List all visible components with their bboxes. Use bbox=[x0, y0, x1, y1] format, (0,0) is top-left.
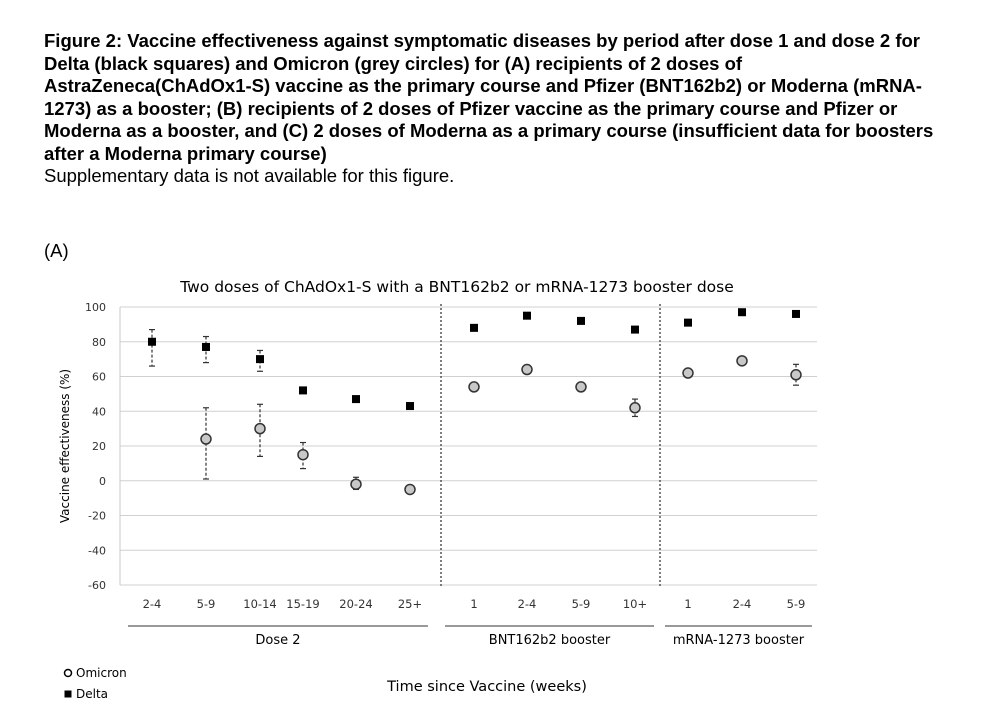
delta-point bbox=[738, 308, 746, 317]
y-tick-label: 100 bbox=[85, 301, 106, 314]
y-tick-label: -20 bbox=[88, 510, 106, 523]
x-tick-label: 5-9 bbox=[572, 597, 591, 611]
y-tick-label: -40 bbox=[88, 544, 106, 557]
figure-caption: Figure 2: Vaccine effectiveness against … bbox=[44, 30, 954, 188]
group-label: mRNA-1273 booster bbox=[673, 633, 805, 648]
x-tick-label: 10+ bbox=[623, 597, 647, 611]
delta-point bbox=[352, 395, 360, 404]
caption-note: Supplementary data is not available for … bbox=[44, 165, 455, 186]
omicron-point bbox=[682, 367, 694, 379]
legend-label: Delta bbox=[76, 687, 108, 701]
x-tick-label: 2-4 bbox=[518, 597, 537, 611]
x-tick-label: 10-14 bbox=[243, 597, 276, 611]
y-tick-label: 60 bbox=[92, 371, 106, 384]
omicron-point bbox=[350, 478, 362, 490]
x-tick-label: 2-4 bbox=[143, 597, 162, 611]
delta-point bbox=[792, 309, 800, 318]
delta-point bbox=[202, 342, 210, 351]
x-axis-label: Time since Vaccine (weeks) bbox=[386, 679, 587, 695]
y-tick-label: 80 bbox=[92, 336, 106, 349]
legend-omicron-marker bbox=[63, 668, 73, 678]
caption-title: Figure 2: Vaccine effectiveness against … bbox=[44, 30, 934, 164]
delta-point bbox=[577, 316, 585, 325]
omicron-point bbox=[521, 363, 533, 376]
chart-title: Two doses of ChAdOx1-S with a BNT162b2 o… bbox=[179, 278, 734, 296]
delta-point bbox=[631, 325, 639, 334]
omicron-point bbox=[254, 422, 266, 435]
omicron-point bbox=[736, 355, 748, 367]
delta-point bbox=[256, 355, 264, 364]
delta-point bbox=[470, 323, 478, 332]
omicron-point bbox=[404, 483, 416, 496]
group-label: Dose 2 bbox=[255, 633, 300, 648]
y-tick-label: -60 bbox=[88, 579, 106, 592]
delta-point bbox=[148, 337, 156, 346]
legend-label: Omicron bbox=[76, 666, 127, 680]
omicron-point bbox=[575, 381, 587, 393]
y-tick-label: 20 bbox=[92, 440, 106, 453]
y-tick-label: 40 bbox=[92, 405, 106, 418]
omicron-point bbox=[297, 448, 309, 461]
x-tick-label: 5-9 bbox=[197, 597, 216, 611]
delta-point bbox=[684, 318, 692, 327]
delta-point bbox=[523, 311, 531, 320]
x-tick-label: 20-24 bbox=[339, 597, 372, 611]
x-tick-label: 15-19 bbox=[286, 597, 319, 611]
omicron-point bbox=[629, 402, 641, 414]
y-tick-label: 0 bbox=[99, 475, 106, 488]
omicron-point bbox=[468, 381, 480, 393]
x-tick-label: 1 bbox=[470, 597, 477, 611]
x-tick-label: 5-9 bbox=[787, 597, 806, 611]
omicron-point bbox=[790, 369, 802, 381]
group-label: BNT162b2 booster bbox=[489, 633, 611, 648]
x-tick-label: 25+ bbox=[398, 597, 422, 611]
delta-point bbox=[299, 386, 307, 395]
panel-label: (A) bbox=[44, 240, 69, 261]
x-tick-label: 2-4 bbox=[733, 597, 752, 611]
y-axis-label: Vaccine effectiveness (%) bbox=[58, 369, 72, 523]
legend-delta-marker bbox=[64, 690, 72, 698]
omicron-point bbox=[200, 433, 212, 445]
delta-point bbox=[406, 402, 414, 411]
x-tick-label: 1 bbox=[684, 597, 691, 611]
